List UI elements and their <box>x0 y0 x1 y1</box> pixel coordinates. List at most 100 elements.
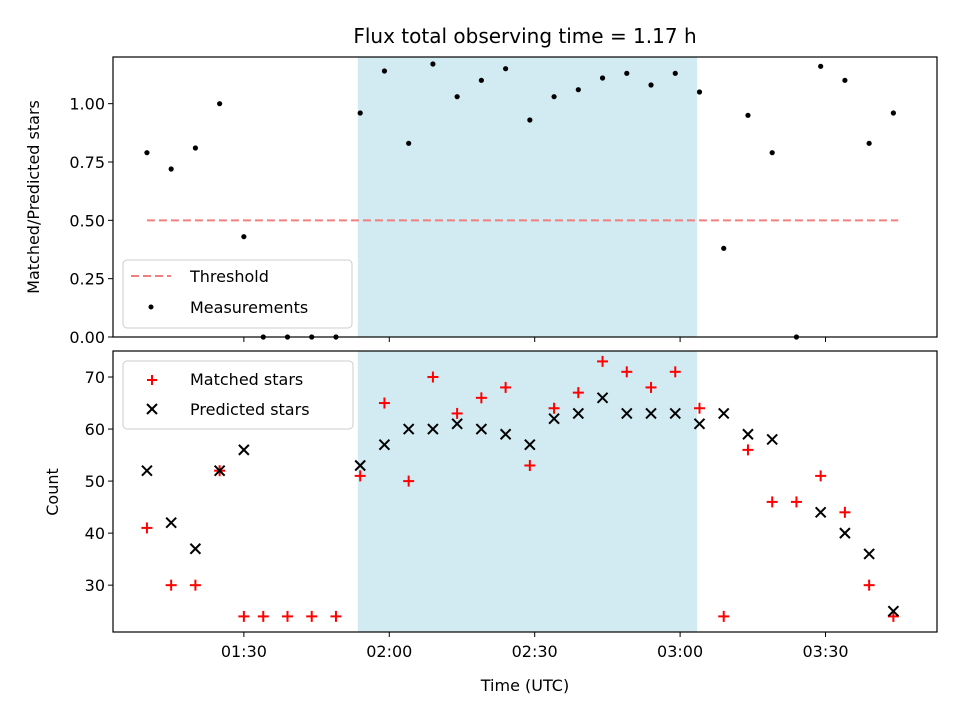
measurement-point <box>192 145 198 151</box>
predicted-stars-point <box>141 464 153 477</box>
matched-stars-point <box>693 402 705 414</box>
measurement-point <box>478 77 484 83</box>
measurement-point <box>890 110 896 116</box>
matched-stars-point <box>500 381 512 393</box>
ratio-x-ticks <box>243 337 827 342</box>
measurement-point <box>241 234 247 240</box>
measurement-point <box>672 70 678 76</box>
predicted-stars-point <box>165 517 177 529</box>
measurement-point <box>745 112 751 118</box>
x-tick-label: 02:00 <box>366 642 412 661</box>
x-tick-label: 02:30 <box>512 642 558 661</box>
matched-stars-point <box>238 610 250 622</box>
predicted-stars-point <box>693 418 706 430</box>
matched-stars-point <box>330 610 342 622</box>
count-legend: Matched stars Predicted stars <box>122 360 354 430</box>
predicted-stars-point <box>238 444 250 456</box>
count-legend-box <box>122 360 354 430</box>
predicted-stars-point <box>887 605 900 617</box>
ratio-y-axis-label: Matched/Predicted stars <box>24 100 43 294</box>
matched-stars-point <box>524 459 536 471</box>
y-tick-label: 0.75 <box>69 153 105 172</box>
chart-title: Flux total observing time = 1.17 h <box>353 24 696 48</box>
count-y-ticks: 30 40 50 60 70 <box>85 368 113 595</box>
predicted-stars-point <box>189 543 202 555</box>
measurement-point <box>454 94 460 100</box>
y-tick-label: 40 <box>85 524 105 543</box>
matched-stars-point <box>766 496 778 508</box>
x-tick-label: 01:30 <box>221 642 267 661</box>
matched-stars-point <box>475 392 487 404</box>
measurement-point <box>842 77 848 83</box>
matched-stars-point <box>378 397 390 409</box>
y-tick-label: 1.00 <box>69 95 105 114</box>
matched-stars-point <box>548 402 560 414</box>
predicted-stars-point <box>621 407 633 420</box>
measurement-point <box>430 61 436 67</box>
measurement-point <box>648 82 654 88</box>
predicted-stars-point <box>402 423 415 435</box>
observing-span-top <box>357 57 698 337</box>
matched-stars-point <box>645 381 657 393</box>
matched-stars-point <box>141 522 153 534</box>
predicted-stars-point <box>596 392 609 404</box>
measurement-point <box>168 166 174 172</box>
measurement-point <box>721 245 727 251</box>
matched-stars-point <box>572 387 584 399</box>
predicted-stars-point <box>213 464 226 477</box>
predicted-stars-point <box>742 428 754 440</box>
measurement-point <box>144 150 150 156</box>
measurement-point <box>624 70 630 76</box>
measurement-point <box>217 101 223 107</box>
matched-stars-point <box>863 579 875 591</box>
predicted-stars-point <box>863 548 875 560</box>
matched-stars-point <box>189 579 201 591</box>
matched-stars-point <box>597 355 609 367</box>
count-panel: 30 40 50 60 70 01:30 02:00 02:30 03:00 03:30 Cou… <box>43 350 938 695</box>
measurement-point <box>575 87 581 93</box>
measurement-point <box>818 63 824 69</box>
measurement-point <box>503 66 509 72</box>
predicted-stars-point <box>524 438 536 451</box>
legend-threshold-label: Threshold <box>189 267 269 286</box>
count-x-ticks: 01:30 02:00 02:30 03:00 03:30 <box>221 632 849 661</box>
matched-stars-point <box>887 610 899 622</box>
y-tick-label: 30 <box>85 576 105 595</box>
predicted-stars-point <box>451 418 463 430</box>
legend-matched-label: Matched stars <box>190 370 303 389</box>
measurement-point <box>357 110 363 116</box>
matched-stars-point <box>306 610 318 622</box>
predicted-stars-point <box>718 407 730 420</box>
matched-stars-point <box>257 610 269 622</box>
predicted-stars-point <box>814 506 827 519</box>
measurement-point <box>551 94 557 100</box>
y-tick-label: 0.25 <box>69 270 105 289</box>
measurement-point <box>599 75 606 81</box>
matched-stars-point <box>815 470 827 482</box>
measurement-point <box>866 140 872 146</box>
predicted-stars-point <box>427 423 439 435</box>
count-axes-frame <box>112 350 938 633</box>
matched-stars-point <box>839 506 851 518</box>
y-tick-label: 0.50 <box>69 211 105 230</box>
x-tick-label: 03:00 <box>657 642 703 661</box>
predicted-stars-point <box>499 428 512 440</box>
matched-stars-point <box>354 470 366 482</box>
predicted-stars-point <box>645 407 657 420</box>
predicted-stars-point <box>354 459 366 472</box>
y-tick-label: 70 <box>85 368 105 387</box>
matched-stars-point <box>451 407 463 419</box>
y-tick-label: 60 <box>85 420 105 439</box>
matched-stars-point <box>427 371 439 383</box>
ratio-legend: Threshold Measurements <box>122 259 353 329</box>
matched-stars-point <box>281 610 293 622</box>
ratio-marks <box>144 61 899 340</box>
predicted-stars-point <box>475 423 488 435</box>
predicted-stars-point <box>766 433 778 446</box>
ratio-legend-box <box>122 259 353 329</box>
predicted-stars-point <box>378 438 391 451</box>
x-tick-label: 03:30 <box>802 642 848 661</box>
predicted-stars-point <box>572 407 585 420</box>
legend-predicted-label: Predicted stars <box>190 400 310 419</box>
